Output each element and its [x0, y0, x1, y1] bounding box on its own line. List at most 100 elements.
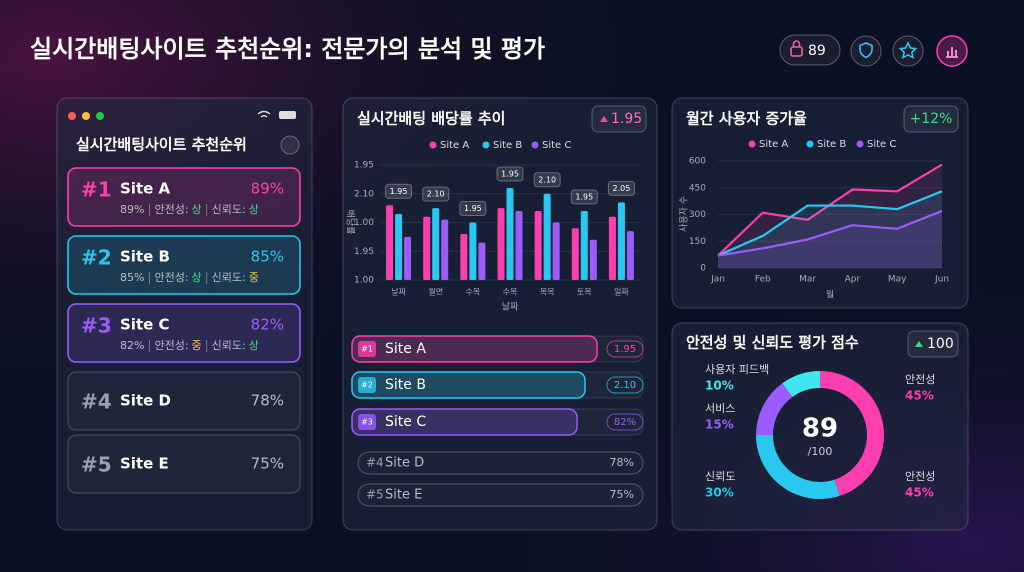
detail-text: 신뢰도: [212, 203, 246, 216]
annotation-bubble [607, 180, 635, 196]
bar [617, 202, 625, 280]
rank: #3 [81, 314, 112, 338]
odds-panel [342, 97, 658, 531]
annotation-bubble [422, 186, 450, 202]
rank: #1 [81, 178, 112, 202]
progress-fill [351, 335, 598, 363]
bar [441, 219, 449, 280]
value: 2.10 [614, 380, 636, 391]
detail-text: 85% [120, 271, 144, 284]
score: 85% [251, 248, 284, 266]
y-tick-label: 600 [689, 157, 706, 167]
bar [543, 193, 551, 280]
y-tick-label: 150 [689, 237, 706, 247]
area [718, 210, 942, 268]
ranking-card[interactable] [67, 167, 301, 227]
chart-icon [946, 47, 958, 58]
detail-text: 안전성: [154, 203, 188, 216]
detail-text: 상 [192, 203, 202, 216]
bar [571, 228, 579, 280]
progress-fill [351, 408, 578, 436]
line [717, 209, 943, 257]
detail-text: 89% [120, 203, 144, 216]
x-tick-label: 날짜 [391, 287, 406, 297]
annotation: 2.05 [613, 184, 631, 193]
lock-icon [792, 40, 801, 47]
value-pill [606, 376, 644, 394]
ranking-card[interactable] [67, 303, 301, 363]
x-tick-label: Apr [845, 275, 861, 285]
bar [497, 208, 505, 280]
detail-text: 상 [192, 271, 202, 284]
ranking-card[interactable] [67, 371, 301, 431]
donut-segment [820, 371, 884, 496]
legend-swatch [748, 140, 756, 148]
bar [386, 205, 394, 280]
segment-value: 45% [905, 389, 934, 403]
segment-label: 서비스 [705, 402, 735, 415]
score-badge[interactable] [779, 34, 841, 66]
detail-text: 중 [249, 271, 259, 284]
center-suffix: /100 [808, 445, 833, 458]
site-name: Site A [385, 341, 426, 357]
legend-label: Site A [759, 139, 788, 150]
up-arrow [915, 341, 923, 347]
annotation-bubble [459, 201, 487, 216]
star-button[interactable] [892, 35, 924, 67]
y-tick-label: 1.95 [354, 161, 374, 171]
segment-label: 안전성 [905, 373, 935, 386]
segment-label: 신뢰도 [705, 470, 735, 483]
detail-text: 안전성: [154, 271, 188, 284]
settings-button[interactable] [280, 135, 300, 155]
score: 89% [251, 180, 284, 198]
shield-button[interactable] [850, 35, 882, 67]
badge-text: 100 [927, 336, 954, 352]
x-tick-label: 토목 [577, 288, 592, 297]
detail-text: 82% [120, 339, 144, 352]
x-tick-label: Jun [934, 275, 949, 285]
list-row[interactable] [357, 451, 644, 475]
annotation: 1.95 [464, 204, 482, 213]
line [717, 190, 943, 257]
shield-icon [859, 42, 873, 59]
area [718, 164, 942, 268]
site-name: Site A [120, 180, 171, 198]
ranking-card[interactable] [67, 235, 301, 295]
detail-text: 신뢰도: [212, 339, 246, 352]
badge [903, 105, 959, 133]
annotation: 2.10 [538, 175, 556, 184]
score: 75% [251, 455, 284, 473]
y-tick-label: 1.95 [354, 247, 374, 257]
rank: #2 [81, 246, 112, 270]
bar [515, 211, 523, 280]
site-name: Site C [120, 316, 170, 334]
y-axis-label: 배당률 [345, 210, 356, 235]
site-name: Site B [385, 377, 426, 393]
panel-title: 월간 사용자 증가율 [686, 110, 807, 128]
detail-text: 안전성: [154, 339, 188, 352]
segment-value: 15% [705, 418, 734, 432]
annotation: 1.95 [575, 193, 593, 202]
legend-label: Site B [493, 140, 522, 151]
site-name: Site D [120, 392, 171, 410]
bar [589, 239, 597, 280]
page-title: 실시간배팅사이트 추천순위: 전문가의 분석 및 평가 [30, 35, 545, 63]
x-tick-label: 수목 [465, 288, 480, 297]
rank-chip [358, 377, 376, 393]
list-row[interactable] [357, 483, 644, 507]
star-icon [898, 41, 918, 60]
rank: #3 [361, 418, 373, 427]
bar [404, 236, 412, 280]
segment-value: 30% [705, 486, 734, 500]
battery-icon [279, 111, 296, 119]
segment-label: 사용자 피드백 [705, 363, 769, 376]
badge-text: +12% [910, 111, 953, 127]
rank: #1 [361, 345, 373, 354]
segment-value: 10% [705, 379, 734, 393]
annotation: 1.95 [501, 170, 519, 179]
badge [591, 105, 647, 133]
x-tick-label: Feb [755, 275, 771, 285]
window-dot [68, 112, 76, 120]
ranking-card[interactable] [67, 434, 301, 494]
